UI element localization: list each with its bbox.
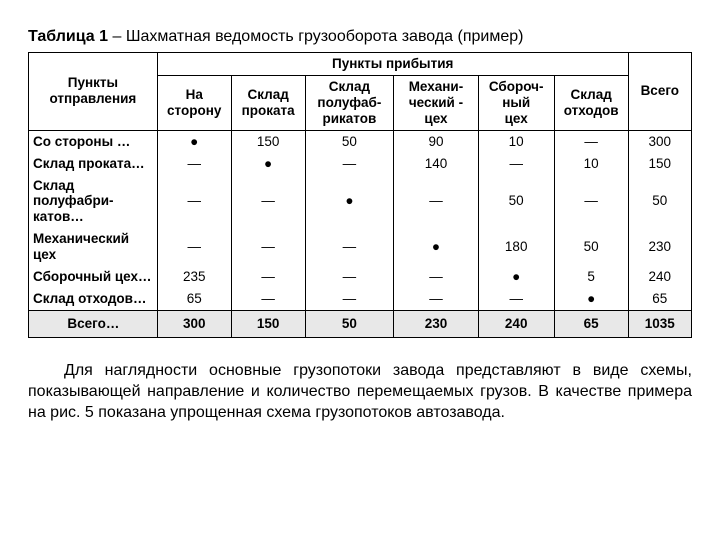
row-label: Склад проката… — [29, 153, 158, 175]
row-label: Сборочный цех… — [29, 266, 158, 288]
cell: — — [394, 288, 478, 310]
th-origin: Пунктыотправления — [29, 53, 158, 131]
footer-label: Всего… — [29, 310, 158, 337]
th-total: Всего — [628, 53, 691, 131]
cell: 50 — [305, 130, 394, 152]
cell: ● — [231, 153, 305, 175]
footer-cell: 50 — [305, 310, 394, 337]
table-row: Склад отходов…65————●65 — [29, 288, 692, 310]
cell: 240 — [628, 266, 691, 288]
cell: 10 — [554, 153, 628, 175]
cell: 65 — [157, 288, 231, 310]
row-label: Склад полуфабри-катов… — [29, 175, 158, 229]
th-col: Сбороч-ныйцех — [478, 75, 554, 130]
table-head: Пунктыотправления Пункты прибытия Всего … — [29, 53, 692, 131]
cell: — — [554, 175, 628, 229]
cell: — — [231, 175, 305, 229]
cell: — — [305, 266, 394, 288]
row-label: Механический цех — [29, 228, 158, 266]
cell: ● — [394, 228, 478, 266]
table-row: Механический цех———●18050230 — [29, 228, 692, 266]
cell: 5 — [554, 266, 628, 288]
cell: — — [394, 266, 478, 288]
cell: — — [157, 153, 231, 175]
cell: ● — [478, 266, 554, 288]
footer-cell: 1035 — [628, 310, 691, 337]
cell: — — [157, 175, 231, 229]
footer-row: Всего… 300 150 50 230 240 65 1035 — [29, 310, 692, 337]
cell: — — [231, 266, 305, 288]
footer-cell: 240 — [478, 310, 554, 337]
caption-number: Таблица 1 — [28, 28, 108, 45]
cell: 10 — [478, 130, 554, 152]
cell: 180 — [478, 228, 554, 266]
table-row: Склад полуфабри-катов…——●—50—50 — [29, 175, 692, 229]
th-col: Складполуфаб-рикатов — [305, 75, 394, 130]
cell: ● — [554, 288, 628, 310]
cargo-table: Пунктыотправления Пункты прибытия Всего … — [28, 52, 692, 338]
footer-cell: 150 — [231, 310, 305, 337]
table-row: Со стороны …●150509010—300 — [29, 130, 692, 152]
cell: — — [231, 228, 305, 266]
cell: 300 — [628, 130, 691, 152]
cell: — — [157, 228, 231, 266]
cell: 50 — [628, 175, 691, 229]
row-label: Со стороны … — [29, 130, 158, 152]
cell: 50 — [478, 175, 554, 229]
table-caption: Таблица 1 – Шахматная ведомость грузообо… — [28, 28, 692, 46]
cell: 90 — [394, 130, 478, 152]
cell: ● — [305, 175, 394, 229]
caption-text: – Шахматная ведомость грузооборота завод… — [108, 28, 523, 45]
th-col: Складотходов — [554, 75, 628, 130]
footer-cell: 300 — [157, 310, 231, 337]
cell: — — [305, 288, 394, 310]
table-row: Сборочный цех…235———●5240 — [29, 266, 692, 288]
footer-cell: 65 — [554, 310, 628, 337]
cell: 230 — [628, 228, 691, 266]
paragraph: Для наглядности основные грузопотоки зав… — [28, 360, 692, 423]
cell: 65 — [628, 288, 691, 310]
cell: 140 — [394, 153, 478, 175]
footer-cell: 230 — [394, 310, 478, 337]
th-col: Механи-ческий -цех — [394, 75, 478, 130]
cell: ● — [157, 130, 231, 152]
table-row: Склад проката…—●—140—10150 — [29, 153, 692, 175]
cell: — — [305, 228, 394, 266]
cell: — — [478, 153, 554, 175]
th-arrival: Пункты прибытия — [157, 53, 628, 76]
cell: — — [305, 153, 394, 175]
th-col: Насторону — [157, 75, 231, 130]
cell: — — [231, 288, 305, 310]
cell: — — [394, 175, 478, 229]
cell: 150 — [628, 153, 691, 175]
cell: 235 — [157, 266, 231, 288]
row-label: Склад отходов… — [29, 288, 158, 310]
cell: — — [478, 288, 554, 310]
th-col: Складпроката — [231, 75, 305, 130]
cell: — — [554, 130, 628, 152]
table-body: Со стороны …●150509010—300Склад проката…… — [29, 130, 692, 310]
cell: 150 — [231, 130, 305, 152]
cell: 50 — [554, 228, 628, 266]
